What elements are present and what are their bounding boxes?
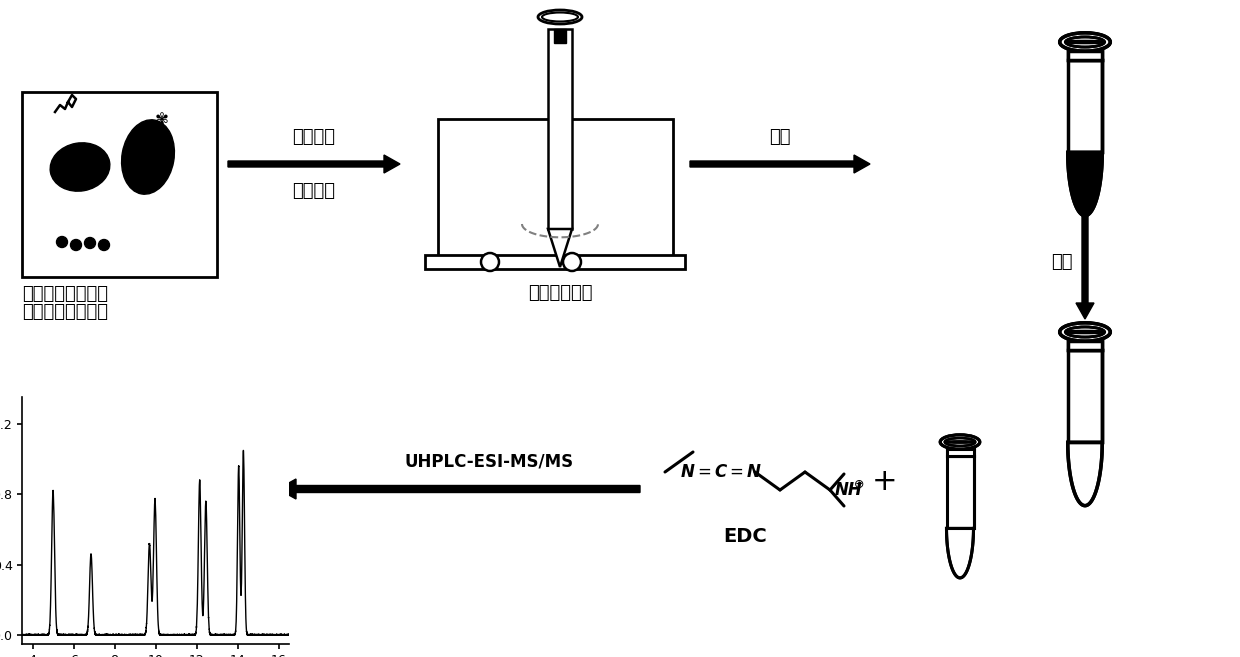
Polygon shape <box>228 155 401 173</box>
Ellipse shape <box>538 10 582 24</box>
Polygon shape <box>689 155 870 173</box>
Text: 超声波清洗仪: 超声波清洗仪 <box>528 284 593 302</box>
Polygon shape <box>1068 51 1102 60</box>
Ellipse shape <box>542 12 578 22</box>
Ellipse shape <box>1060 323 1110 341</box>
Polygon shape <box>1068 442 1102 506</box>
Text: 克级别的植物样品: 克级别的植物样品 <box>22 303 108 321</box>
Text: $\oplus$: $\oplus$ <box>853 478 864 491</box>
Circle shape <box>98 240 109 250</box>
Text: 超声辅助: 超声辅助 <box>293 128 336 146</box>
Text: 质量在亚毫克到毫: 质量在亚毫克到毫 <box>22 285 108 303</box>
Polygon shape <box>548 229 572 267</box>
Polygon shape <box>1068 152 1102 215</box>
Ellipse shape <box>1060 33 1110 51</box>
Polygon shape <box>1076 204 1094 319</box>
Polygon shape <box>425 255 684 269</box>
Ellipse shape <box>50 143 110 191</box>
Polygon shape <box>438 119 673 259</box>
Polygon shape <box>22 92 217 277</box>
Polygon shape <box>1069 152 1101 154</box>
Circle shape <box>84 237 95 248</box>
Polygon shape <box>946 528 973 578</box>
Circle shape <box>481 253 498 271</box>
Text: UHPLC-ESI-MS/MS: UHPLC-ESI-MS/MS <box>404 453 574 471</box>
Text: NH: NH <box>835 481 863 499</box>
Polygon shape <box>554 29 565 43</box>
Text: 衍生: 衍生 <box>1052 252 1073 271</box>
Ellipse shape <box>940 435 980 449</box>
Text: 纯化: 纯化 <box>769 128 791 146</box>
Text: 酶解提取: 酶解提取 <box>293 182 336 200</box>
Polygon shape <box>946 449 973 457</box>
Text: +: + <box>872 468 898 497</box>
Ellipse shape <box>122 120 175 194</box>
Polygon shape <box>946 449 973 457</box>
Text: ✾: ✾ <box>155 111 169 129</box>
Polygon shape <box>1068 341 1102 350</box>
Polygon shape <box>1068 350 1102 442</box>
Text: N$=$C$=$N: N$=$C$=$N <box>680 463 763 481</box>
Polygon shape <box>1068 51 1102 60</box>
Circle shape <box>57 237 67 248</box>
Circle shape <box>71 240 82 250</box>
Polygon shape <box>946 457 973 528</box>
Polygon shape <box>1068 341 1102 350</box>
Polygon shape <box>548 29 572 229</box>
Polygon shape <box>1068 152 1102 215</box>
Polygon shape <box>278 479 640 499</box>
Circle shape <box>563 253 582 271</box>
Text: EDC: EDC <box>723 527 766 546</box>
Polygon shape <box>1068 60 1102 152</box>
